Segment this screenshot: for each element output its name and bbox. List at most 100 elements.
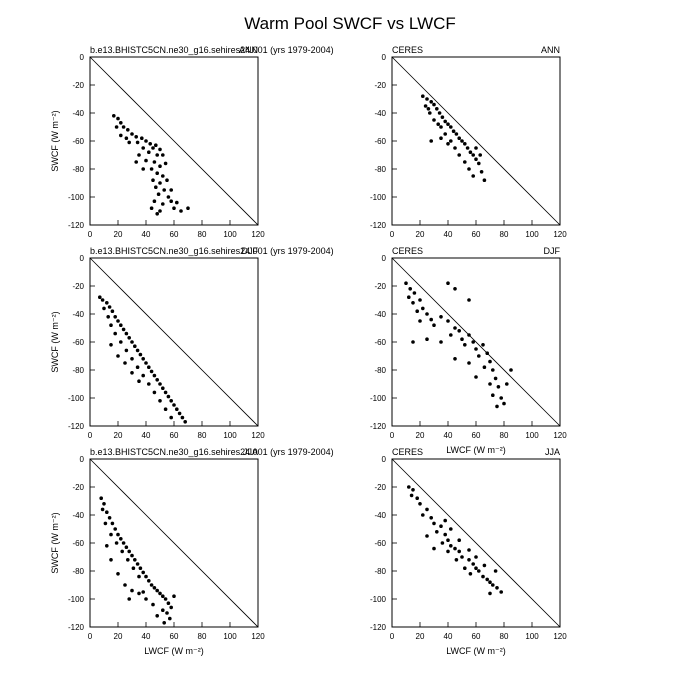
scatter-point <box>457 329 462 333</box>
scatter-point <box>429 516 434 520</box>
scatter-point <box>127 336 131 340</box>
scatter-point <box>154 143 158 147</box>
scatter-point <box>162 621 166 625</box>
scatter-point <box>465 146 470 150</box>
scatter-point <box>169 415 173 420</box>
scatter-point <box>499 396 504 400</box>
scatter-point <box>123 583 127 587</box>
scatter-point <box>477 354 481 358</box>
x-tick-label: 40 <box>444 632 453 641</box>
scatter-point <box>98 295 102 300</box>
scatter-point <box>421 94 425 98</box>
y-tick-label: -100 <box>68 193 85 202</box>
scatter-point <box>463 343 467 347</box>
y-axis-label: SWCF (W m⁻²) <box>50 512 60 573</box>
scatter-point <box>467 333 471 337</box>
scatter-point <box>415 309 420 314</box>
scatter-point <box>100 298 105 302</box>
scatter-point <box>126 558 130 562</box>
scatter-point <box>432 118 436 122</box>
y-tick-label: -100 <box>370 394 387 403</box>
scatter-point <box>158 164 162 168</box>
scatter-point <box>149 583 154 587</box>
scatter-point <box>119 323 123 328</box>
y-tick-label: -80 <box>374 165 386 174</box>
scatter-point <box>163 407 168 412</box>
scatter-point <box>158 382 162 386</box>
scatter-point <box>177 411 182 416</box>
x-tick-label: 100 <box>223 431 237 440</box>
scatter-point <box>158 209 162 213</box>
x-tick-label: 80 <box>198 632 207 641</box>
scatter-point <box>407 295 411 300</box>
scatter-point <box>165 611 169 615</box>
one-to-one-line <box>391 257 561 427</box>
scatter-point <box>163 390 168 395</box>
x-tick-label: 0 <box>390 230 395 239</box>
scatter-point <box>152 586 157 590</box>
scatter-point <box>141 570 145 575</box>
y-tick-label: -120 <box>370 221 387 230</box>
x-tick-label: 20 <box>114 632 123 641</box>
scatter-points <box>421 94 487 182</box>
scatter-point <box>488 359 492 364</box>
scatter-point <box>443 132 448 136</box>
scatter-point <box>105 544 109 548</box>
y-tick-label: -100 <box>68 595 85 604</box>
panel-ceres-ann: 0 20 40 60 80 100 120 0 -20 -40 -60 -80 -100 -120 CERE… <box>370 45 567 239</box>
scatter-point <box>144 139 148 143</box>
scatter-point <box>137 591 141 596</box>
scatter-point <box>418 502 422 506</box>
y-tick-label: -120 <box>68 422 85 431</box>
y-tick-label: 0 <box>382 254 387 263</box>
x-tick-label: 60 <box>472 632 481 641</box>
scatter-point <box>415 496 420 501</box>
scatter-point <box>409 493 414 498</box>
scatter-point <box>152 390 157 395</box>
scatter-point <box>432 521 436 526</box>
scatter-point <box>106 315 110 319</box>
scatter-point <box>411 301 415 305</box>
scatter-point <box>134 135 138 139</box>
scatter-point <box>446 122 450 126</box>
scatter-point <box>425 534 429 538</box>
x-tick-label: 120 <box>553 230 567 239</box>
scatter-point <box>149 206 154 210</box>
x-tick-label: 120 <box>251 632 265 641</box>
scatter-point <box>147 150 151 154</box>
panel-ceres-jja: 0 20 40 60 80 100 120 0 -20 -40 -60 -80 -100 -120 CERE… <box>370 447 567 656</box>
x-tick-label: 100 <box>525 230 539 239</box>
scatter-point <box>481 574 485 579</box>
x-tick-label: 40 <box>142 431 151 440</box>
x-tick-label: 60 <box>472 230 481 239</box>
x-tick-label: 80 <box>500 230 509 239</box>
x-tick-label: 120 <box>251 431 265 440</box>
scatter-point <box>446 538 450 542</box>
scatter-point <box>439 340 443 344</box>
scatter-point <box>451 129 456 133</box>
scatter-point <box>418 298 422 302</box>
scatter-point <box>114 541 119 545</box>
scatter-point <box>113 527 117 531</box>
scatter-point <box>112 114 116 118</box>
scatter-point <box>471 340 476 344</box>
scatter-point <box>479 170 484 174</box>
scatter-point <box>161 594 165 598</box>
scatter-point <box>491 583 495 587</box>
x-tick-label: 40 <box>142 230 151 239</box>
x-tick-label: 120 <box>553 632 567 641</box>
scatter-point <box>137 379 141 384</box>
scatter-point <box>175 407 179 412</box>
y-tick-label: -80 <box>374 567 386 576</box>
x-tick-label: 100 <box>223 632 237 641</box>
scatter-point <box>488 591 492 596</box>
scatter-point <box>478 153 483 157</box>
scatter-point <box>425 312 429 316</box>
y-tick-label: -40 <box>72 109 84 118</box>
scatter-point <box>453 146 457 150</box>
panel-left-label: CERES <box>392 447 423 457</box>
scatter-point <box>172 206 176 210</box>
scatter-point <box>141 357 145 361</box>
scatter-point <box>443 119 448 124</box>
